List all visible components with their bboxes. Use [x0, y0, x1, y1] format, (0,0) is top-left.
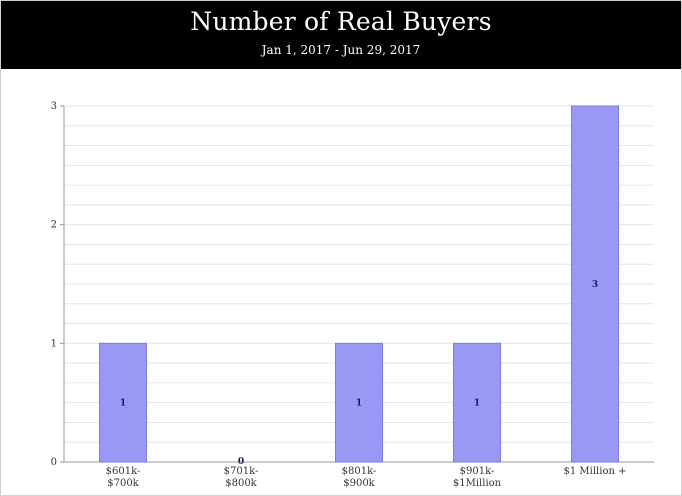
chart-title: Number of Real Buyers: [190, 7, 492, 36]
category-label: $701k-: [224, 466, 259, 477]
y-tick-label: 2: [51, 220, 57, 231]
bar: [453, 342, 501, 463]
category-label: $1 Million +: [564, 466, 627, 477]
category-label: $900k: [343, 478, 375, 489]
category-label: $601k-: [106, 466, 141, 477]
data-label: 3: [592, 280, 598, 290]
data-label: 1: [120, 399, 126, 409]
bar: [99, 342, 147, 463]
bar: [335, 342, 383, 463]
y-tick-label: 3: [51, 101, 57, 112]
category-label: $801k-: [342, 466, 377, 477]
category-label: $901k-: [460, 466, 495, 477]
y-tick-label: 1: [51, 338, 57, 349]
category-label: $1Million: [453, 478, 502, 489]
category-label: $800k: [225, 478, 257, 489]
category-label: $700k: [107, 478, 139, 489]
data-label: 0: [238, 457, 244, 467]
chart-header: Number of Real Buyers Jan 1, 2017 - Jun …: [1, 1, 681, 69]
bar: [571, 105, 619, 463]
data-label: 1: [356, 399, 362, 409]
chart-subtitle: Jan 1, 2017 - Jun 29, 2017: [261, 43, 421, 57]
y-tick-label: 0: [51, 457, 57, 468]
data-label: 1: [474, 399, 480, 409]
